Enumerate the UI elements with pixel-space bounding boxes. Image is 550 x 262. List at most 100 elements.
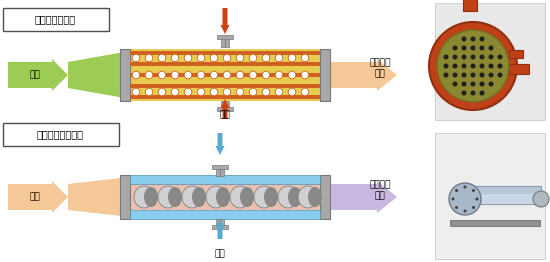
Circle shape: [223, 71, 231, 79]
Ellipse shape: [182, 186, 202, 208]
Bar: [130, 184, 320, 210]
Circle shape: [184, 54, 192, 62]
Circle shape: [249, 88, 257, 96]
Circle shape: [461, 63, 466, 68]
Circle shape: [429, 22, 517, 110]
Circle shape: [480, 81, 485, 86]
Circle shape: [472, 206, 475, 209]
Ellipse shape: [158, 186, 178, 208]
Circle shape: [262, 71, 270, 79]
Ellipse shape: [308, 187, 322, 207]
Circle shape: [145, 54, 153, 62]
Circle shape: [437, 30, 509, 102]
Circle shape: [461, 36, 466, 41]
Circle shape: [488, 63, 493, 68]
Circle shape: [480, 36, 485, 41]
Bar: [217, 107, 233, 111]
Bar: [225, 39, 229, 47]
Bar: [465, 186, 541, 194]
Ellipse shape: [264, 187, 278, 207]
Circle shape: [498, 54, 503, 59]
Circle shape: [461, 90, 466, 96]
Circle shape: [480, 73, 485, 78]
Bar: [465, 196, 541, 204]
Ellipse shape: [230, 186, 250, 208]
Circle shape: [498, 63, 503, 68]
Circle shape: [470, 63, 476, 68]
Circle shape: [480, 54, 485, 59]
Circle shape: [132, 88, 140, 96]
Circle shape: [488, 54, 493, 59]
Circle shape: [236, 54, 244, 62]
Circle shape: [533, 191, 549, 207]
Ellipse shape: [216, 187, 230, 207]
Bar: [120, 49, 130, 101]
Circle shape: [249, 54, 257, 62]
Circle shape: [452, 198, 454, 200]
Bar: [509, 50, 523, 58]
Circle shape: [236, 71, 244, 79]
Polygon shape: [68, 51, 130, 99]
Bar: [130, 84, 320, 88]
Bar: [509, 64, 529, 74]
Circle shape: [288, 54, 296, 62]
Circle shape: [262, 54, 270, 62]
Circle shape: [223, 54, 231, 62]
Circle shape: [453, 63, 458, 68]
Circle shape: [197, 71, 205, 79]
FancyArrow shape: [325, 181, 397, 213]
Bar: [130, 49, 320, 101]
Circle shape: [443, 63, 448, 68]
Ellipse shape: [206, 186, 226, 208]
FancyBboxPatch shape: [3, 8, 108, 30]
Bar: [220, 168, 224, 176]
Circle shape: [476, 198, 478, 200]
Circle shape: [236, 88, 244, 96]
Circle shape: [275, 88, 283, 96]
Polygon shape: [320, 177, 325, 217]
Circle shape: [443, 73, 448, 78]
Circle shape: [197, 88, 205, 96]
Bar: [225, 101, 229, 109]
Circle shape: [158, 88, 166, 96]
Circle shape: [158, 71, 166, 79]
Text: 二重管形熱交換器: 二重管形熱交換器: [36, 129, 84, 139]
Circle shape: [249, 71, 257, 79]
Ellipse shape: [288, 187, 302, 207]
Circle shape: [453, 46, 458, 51]
Ellipse shape: [278, 186, 298, 208]
Bar: [221, 101, 225, 109]
Text: 流体: 流体: [30, 70, 40, 79]
Circle shape: [453, 81, 458, 86]
Circle shape: [132, 71, 140, 79]
Text: 多管形熱交換器: 多管形熱交換器: [35, 14, 75, 24]
FancyBboxPatch shape: [3, 123, 118, 145]
Circle shape: [480, 46, 485, 51]
Text: 均一冷却
流体: 均一冷却 流体: [369, 180, 390, 200]
Circle shape: [453, 54, 458, 59]
Circle shape: [470, 46, 476, 51]
Circle shape: [145, 88, 153, 96]
Circle shape: [132, 54, 140, 62]
Ellipse shape: [298, 186, 318, 208]
Text: 流体: 流体: [30, 193, 40, 201]
Circle shape: [184, 88, 192, 96]
Bar: [463, 0, 477, 11]
Circle shape: [461, 54, 466, 59]
Polygon shape: [320, 51, 325, 99]
Ellipse shape: [192, 187, 206, 207]
Bar: [220, 219, 224, 227]
Text: 均一加熱
流体: 均一加熱 流体: [369, 58, 390, 78]
Bar: [450, 220, 540, 226]
Bar: [435, 133, 545, 259]
Ellipse shape: [254, 186, 274, 208]
Circle shape: [480, 90, 485, 96]
Bar: [130, 95, 320, 99]
Bar: [216, 168, 220, 176]
FancyArrow shape: [216, 219, 224, 239]
Circle shape: [171, 54, 179, 62]
Bar: [212, 165, 228, 169]
Bar: [221, 39, 225, 47]
Circle shape: [223, 88, 231, 96]
Circle shape: [480, 63, 485, 68]
